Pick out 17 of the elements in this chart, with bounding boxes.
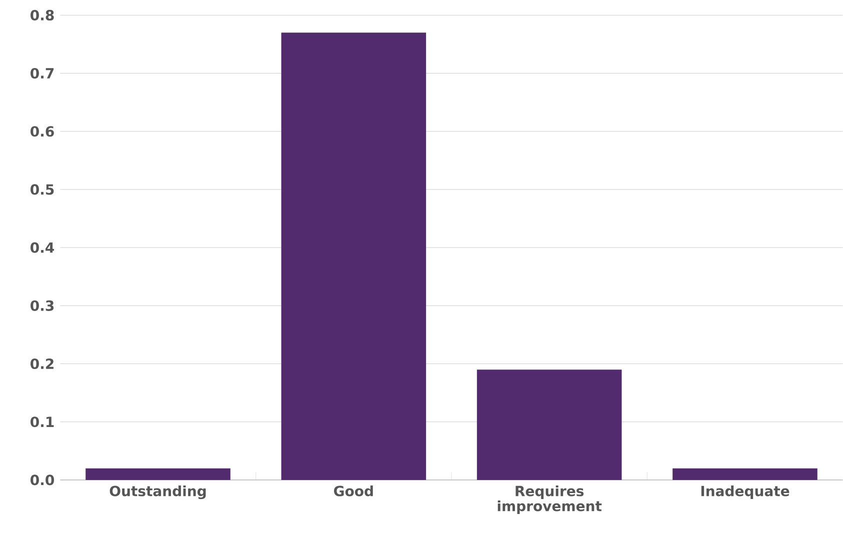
y-tick-label: 0.5 (30, 184, 54, 195)
bar (476, 370, 622, 480)
y-tick-label: 0.8 (30, 10, 54, 20)
bar (281, 32, 426, 480)
x-tick-label: Requires improvement (498, 485, 602, 514)
y-tick-label: 0.2 (30, 358, 54, 369)
y-tick-label: 0.4 (30, 242, 54, 253)
bar (672, 468, 818, 480)
x-tick-label: Good (334, 485, 373, 496)
x-tick-label: Inadequate (701, 485, 790, 499)
y-tick-label: 0.6 (30, 126, 54, 137)
y-tick-label: 0.3 (30, 300, 54, 311)
x-tick-label: Outstanding (110, 485, 206, 500)
bar (86, 468, 230, 480)
y-tick-label: 0.0 (30, 474, 54, 486)
y-tick-label: 0.7 (30, 68, 54, 79)
y-tick-label: 0.1 (30, 416, 54, 428)
